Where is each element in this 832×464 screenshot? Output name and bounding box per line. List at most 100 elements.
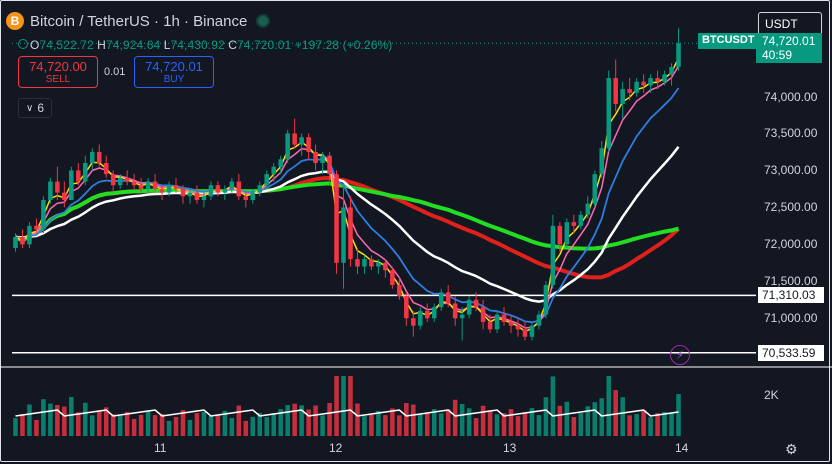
volume-bar <box>676 394 681 436</box>
volume-bar <box>208 416 214 436</box>
volume-bar <box>48 403 53 436</box>
y-tick: 71,500.00 <box>764 274 818 289</box>
volume-bar <box>341 376 346 436</box>
volume-bar <box>166 420 172 436</box>
high-value: 74,924.64 <box>105 38 161 52</box>
volume-bar <box>557 405 563 436</box>
volume-bar <box>348 376 353 436</box>
volume-bar <box>390 408 395 436</box>
volume-bar <box>103 407 109 436</box>
candle-body <box>334 174 339 263</box>
candle-body <box>236 181 242 197</box>
volume-bar <box>620 397 625 436</box>
volume-bar <box>313 405 318 436</box>
volume-bar <box>138 414 144 436</box>
volume-bar <box>648 417 653 436</box>
candle-body <box>480 307 486 322</box>
y-tick: 74,000.00 <box>764 89 818 104</box>
level-label-lower[interactable]: 70,533.59 <box>758 344 824 361</box>
candle-body <box>669 66 674 75</box>
candle-body <box>585 203 591 215</box>
volume-bar <box>152 415 158 436</box>
currency-select[interactable]: USDT <box>758 12 822 36</box>
last-price-tag: 74,720.01 40:59 <box>756 33 822 63</box>
volume-bar <box>355 403 360 436</box>
volume-bar <box>585 406 591 436</box>
volume-bar <box>529 408 535 436</box>
volume-bar <box>641 410 646 436</box>
candle-body <box>117 177 123 186</box>
candle-body <box>55 181 60 193</box>
level-label-upper[interactable]: 71,310.03 <box>758 287 824 304</box>
candle-body <box>243 196 249 200</box>
volume-bar <box>83 402 88 436</box>
volume-bar <box>564 401 570 436</box>
volume-bar <box>27 404 32 436</box>
symbol-header[interactable]: B Bitcoin / TetherUS · 1h · Binance <box>6 12 271 30</box>
candle-body <box>606 78 611 149</box>
volume-bar <box>215 414 221 436</box>
open-value: 74,522.72 <box>39 38 94 52</box>
volume-bar <box>362 416 367 436</box>
candle-body <box>529 325 535 337</box>
market-status-icon[interactable] <box>256 14 271 28</box>
candle-body <box>557 225 563 245</box>
lightning-icon[interactable]: ⚡ <box>670 345 690 365</box>
candle-body <box>27 225 32 245</box>
y-tick: 73,500.00 <box>764 126 818 141</box>
volume-bar <box>117 415 123 436</box>
ohlc-dot-icon <box>18 39 28 49</box>
volume-bar <box>411 404 416 436</box>
volume-bar <box>431 409 437 436</box>
buy-button[interactable]: 74,720.01 BUY <box>134 56 214 88</box>
candle-body <box>550 225 556 285</box>
candle-body <box>313 151 318 164</box>
volume-bar <box>13 418 18 436</box>
gear-icon[interactable]: ⚙ <box>785 441 798 457</box>
candle-body <box>187 192 193 197</box>
volume-bar <box>550 376 556 436</box>
candle-body <box>138 185 144 189</box>
candle-body <box>20 236 25 245</box>
indicators-toggle[interactable]: ∨ 6 <box>18 98 52 118</box>
sell-button[interactable]: 74,720.00 SELL <box>18 56 98 88</box>
volume-bar <box>131 418 137 436</box>
volume-bar <box>369 414 374 436</box>
candle-body <box>320 155 325 164</box>
candle-body <box>327 155 332 175</box>
close-value: 74,720.01 <box>236 38 292 52</box>
candle-body <box>473 299 479 308</box>
candle-body <box>173 185 179 189</box>
candle-body <box>152 181 158 189</box>
volume-bar <box>418 414 423 436</box>
candle-body <box>641 81 646 86</box>
volume-bar <box>243 420 249 436</box>
volume-bar <box>508 409 514 436</box>
candle-body <box>515 325 521 330</box>
candle-body <box>543 285 549 315</box>
sell-label: SELL <box>45 74 71 85</box>
volume-bar <box>578 413 584 436</box>
bitcoin-icon: B <box>6 12 24 30</box>
candle-body <box>159 188 165 193</box>
low-value: 74,430.92 <box>170 38 225 52</box>
candle-body <box>620 89 625 104</box>
volume-bar <box>55 405 60 436</box>
volume-bar <box>159 413 165 436</box>
candle-body <box>131 181 137 186</box>
volume-bar <box>397 415 402 436</box>
volume-bar <box>334 376 339 436</box>
volume-bar <box>480 405 486 436</box>
volume-bar <box>69 397 74 436</box>
candle-body <box>83 163 88 182</box>
candle-body <box>250 192 256 200</box>
candle-body <box>452 303 458 319</box>
candle-body <box>229 181 235 189</box>
candle-body <box>411 318 416 326</box>
volume-bar <box>404 403 409 436</box>
volume-bar <box>320 415 325 436</box>
candle-body <box>292 133 297 145</box>
volume-bar <box>655 413 660 436</box>
